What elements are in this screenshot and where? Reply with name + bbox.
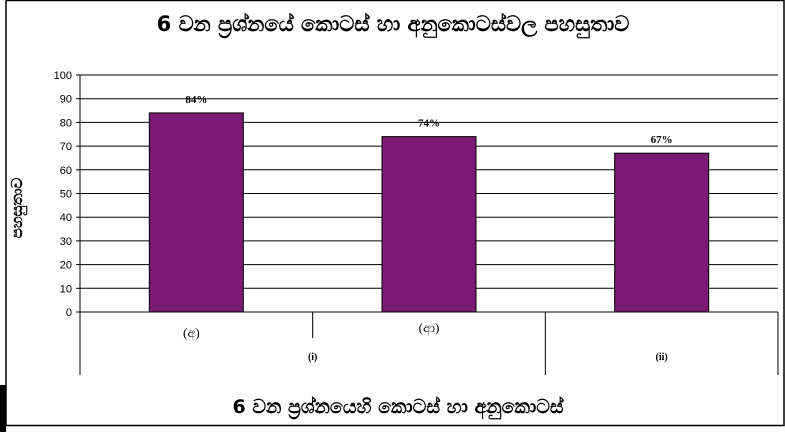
bar [381,136,477,313]
chart-border [5,0,785,427]
y-tick-label: 20 [60,260,72,272]
category-label: (ආ) [419,320,440,336]
y-tick-label: 10 [60,283,72,295]
frame-edge [0,385,6,432]
data-label: 74% [418,118,440,130]
y-tick-label: 80 [60,117,72,129]
y-axis-label: පහසුතාව [8,177,28,238]
y-tick-label: 100 [54,70,72,82]
bar [614,152,710,313]
plot-area: 0 10 20 30 40 50 60 70 80 90 100 84% 74% 67% (අ) (ආ) (i)… [54,70,779,375]
y-tick-label: 40 [60,212,72,224]
category-label: (අ) [183,325,200,341]
data-label: 84% [185,94,207,106]
y-tick-label: 70 [60,141,72,153]
y-tick-label: 0 [66,307,72,319]
chart-title: 6 වන ප්‍රශ්නයේ කොටස් හා අනුකොටස්වල පහසුත… [157,12,630,39]
x-axis-label: 6 වන ප්‍රශ්නයෙහි කොටස් හා අනුකොටස් [232,396,564,421]
bar [148,112,244,313]
y-tick-label: 90 [60,94,72,106]
data-label: 67% [651,134,673,146]
y-tick-label: 50 [60,189,72,201]
group-label: (ii) [656,352,668,363]
y-tick-label: 30 [60,236,72,248]
y-tick-label: 60 [60,165,72,177]
group-label: (i) [308,352,317,363]
